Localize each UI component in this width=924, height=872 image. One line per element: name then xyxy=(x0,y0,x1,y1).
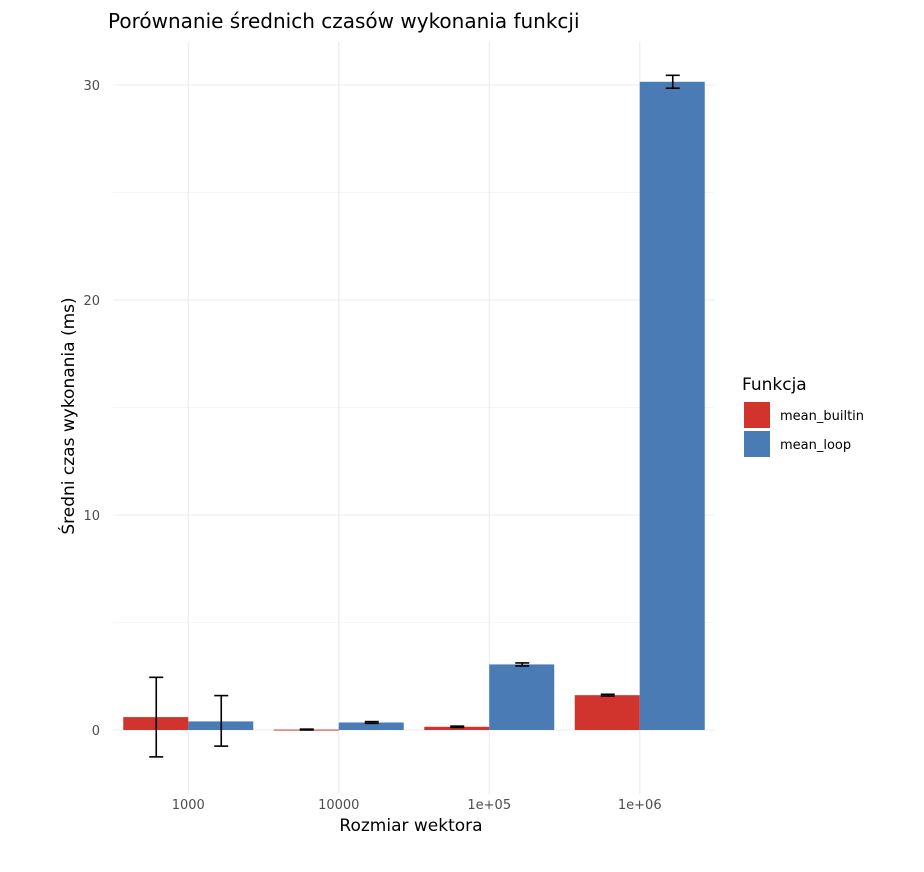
error-bar-mean_loop-1e+05 xyxy=(515,662,530,667)
y-axis-title: Średni czas wykonania (ms) xyxy=(57,297,79,534)
bar-mean_builtin-1e+05 xyxy=(424,726,490,730)
y-tick-label: 20 xyxy=(83,294,100,309)
bar-mean_loop-1e+05 xyxy=(489,664,555,730)
legend-key-mean_builtin xyxy=(744,402,770,428)
error-bar-mean_loop-1e+06 xyxy=(665,74,680,90)
error-bars-layer xyxy=(149,74,680,758)
chart-title: Porównanie średnich czasów wykonania fun… xyxy=(108,9,580,33)
x-tick-label: 1e+05 xyxy=(467,798,511,813)
error-bar-mean_builtin-1000 xyxy=(149,676,164,758)
error-bar-mean_builtin-10000 xyxy=(299,728,314,731)
y-tick-label: 0 xyxy=(92,724,100,739)
legend-label-mean_builtin: mean_builtin xyxy=(780,409,864,424)
legend-key-mean_loop xyxy=(744,431,770,457)
bar-mean_builtin-1e+06 xyxy=(574,695,640,730)
x-axis-title: Rozmiar wektora xyxy=(339,816,482,836)
x-tick-label: 1e+06 xyxy=(618,798,662,813)
legend: Funkcja mean_builtin mean_loop xyxy=(742,375,864,457)
y-tick-label: 30 xyxy=(83,79,100,94)
bar-mean_loop-1e+06 xyxy=(639,81,705,730)
legend-title: Funkcja xyxy=(742,375,807,395)
x-tick-label: 10000 xyxy=(318,798,359,813)
error-bar-mean_builtin-1e+05 xyxy=(450,725,465,729)
x-axis-ticks: 1000 10000 1e+05 1e+06 xyxy=(172,798,662,813)
bars-layer xyxy=(123,81,705,731)
y-axis-ticks: 0 10 20 30 xyxy=(83,79,100,739)
legend-label-mean_loop: mean_loop xyxy=(780,438,851,453)
y-tick-label: 10 xyxy=(83,509,100,524)
error-bar-mean_loop-10000 xyxy=(364,720,379,725)
bar-mean_loop-10000 xyxy=(338,722,404,730)
plot-grid xyxy=(113,42,715,794)
x-tick-label: 1000 xyxy=(172,798,205,813)
error-bar-mean_builtin-1e+06 xyxy=(600,693,615,697)
error-bar-mean_loop-1000 xyxy=(214,694,229,747)
